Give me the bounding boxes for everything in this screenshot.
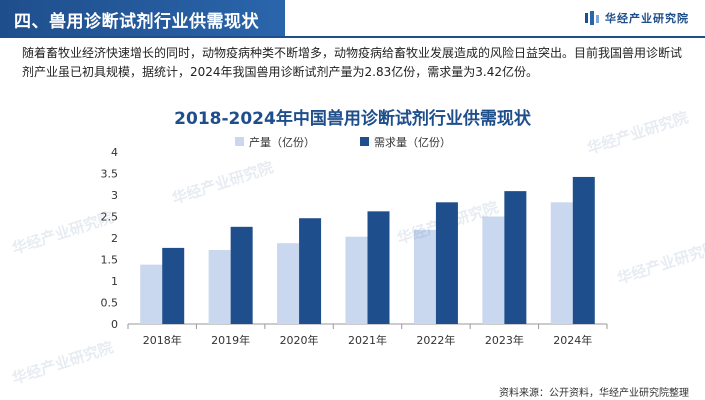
y-tick-label: 3.5 <box>101 168 119 181</box>
y-tick-label: 3 <box>111 189 118 202</box>
legend-label-supply: 产量（亿份） <box>249 135 315 149</box>
brand-logo-icon <box>585 11 599 25</box>
x-tick-label: 2019年 <box>211 333 250 347</box>
bar-demand <box>572 176 595 324</box>
x-tick-label: 2020年 <box>280 333 319 347</box>
x-tick-label: 2023年 <box>485 333 524 347</box>
bar-supply <box>277 243 300 324</box>
bar-demand <box>435 202 458 324</box>
bar-demand <box>504 191 527 324</box>
bar-supply <box>413 229 436 324</box>
y-tick-label: 4 <box>111 146 118 159</box>
y-tick-label: 2.5 <box>101 211 119 224</box>
bar-supply <box>482 216 505 324</box>
brand: 华经产业研究院 <box>585 10 689 26</box>
y-tick-label: 0 <box>111 318 118 331</box>
x-tick-label: 2022年 <box>416 333 455 347</box>
y-tick-label: 1 <box>111 275 118 288</box>
legend-swatch-supply <box>235 137 244 146</box>
page-title: 四、兽用诊断试剂行业供需现状 <box>14 12 259 32</box>
intro-paragraph: 随着畜牧业经济快速增长的同时，动物疫病种类不断增多，动物疫病给畜牧业发展造成的风… <box>22 46 683 79</box>
bar-demand <box>162 247 185 324</box>
source-note: 资料来源：公开资料，华经产业研究院整理 <box>499 388 689 399</box>
bar-supply <box>208 250 231 324</box>
legend-label-demand: 需求量（亿份） <box>374 136 451 149</box>
y-tick-label: 2 <box>111 232 118 245</box>
brand-name: 华经产业研究院 <box>605 12 689 25</box>
page-header: 四、兽用诊断试剂行业供需现状 华经产业研究院 <box>0 0 705 38</box>
x-tick-label: 2018年 <box>143 333 182 347</box>
header-title-bar: 四、兽用诊断试剂行业供需现状 <box>0 0 285 36</box>
y-tick-label: 1.5 <box>101 254 119 267</box>
bar-demand <box>230 226 253 324</box>
bar-supply <box>140 264 163 324</box>
chart-title: 2018-2024年中国兽用诊断试剂行业供需现状 <box>174 109 531 129</box>
y-tick-label: 0.5 <box>101 297 119 310</box>
bar-supply <box>345 236 368 324</box>
bar-demand <box>367 211 390 324</box>
bar-demand <box>299 218 322 324</box>
bar-supply <box>550 202 573 324</box>
x-tick-label: 2021年 <box>348 333 387 347</box>
x-tick-label: 2024年 <box>553 333 592 347</box>
legend-swatch-demand <box>360 137 369 146</box>
